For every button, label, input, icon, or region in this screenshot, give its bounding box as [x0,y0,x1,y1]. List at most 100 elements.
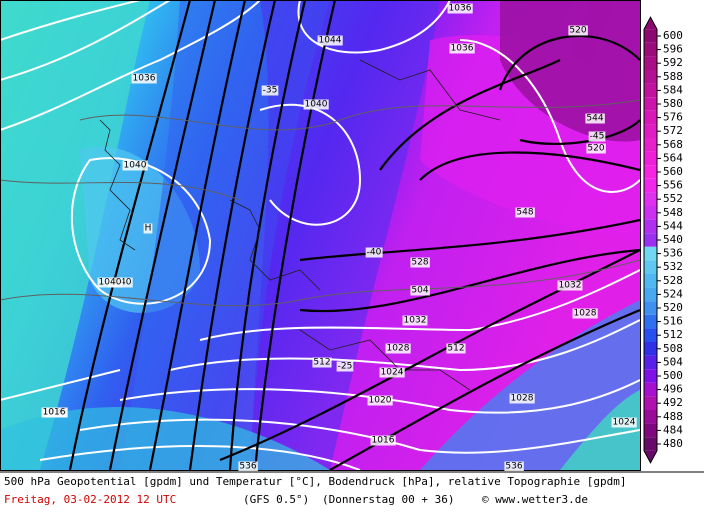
map-label: 1040 [124,161,147,171]
map-label: -40 [367,248,382,258]
colorbar-arrow-top [644,17,657,30]
map-label-bg [143,223,153,234]
map-label-bg [365,247,383,258]
map-label-bg [588,131,606,142]
colorbar-tick-label: 580 [663,97,683,110]
footer-model: (GFS 0.5°) [243,493,309,506]
colorbar-tick-label: 480 [663,437,683,450]
colorbar-tick-label: 536 [663,247,683,260]
colorbar-cell [644,246,657,261]
map-label: 1040 [305,100,328,110]
colorbar-cell [644,219,657,234]
map-label-bg [122,160,148,171]
colorbar-tick-label: 528 [663,274,683,287]
colorbar-tick-label: 520 [663,301,683,314]
colorbar-cell [644,110,657,125]
map-label-bg [238,461,258,472]
map-label-bg [585,113,605,124]
footer-run: (Donnerstag 00 + 36) [322,493,454,506]
map-label-bg [586,143,606,154]
colorbar-cell [644,342,657,356]
footer-date: Freitag, 03-02-2012 12 UTC [4,493,176,506]
colorbar-tick-label: 484 [663,423,683,436]
colorbar-cell [644,124,657,138]
colorbar-tick-label: 600 [663,29,683,42]
colorbar-tick-label: 488 [663,410,683,423]
colorbar-cell [644,274,657,288]
colorbar-cell [644,138,657,152]
map-label: 1028 [574,309,597,319]
colorbar-tick-label: 492 [663,396,683,409]
map-label-bg [131,73,157,84]
map-label-bg [97,277,123,288]
map-label: 520 [569,26,586,36]
map-label: 1036 [449,4,472,14]
colorbar-tick-label: 516 [663,315,683,328]
colorbar-frame [643,16,658,464]
colorbar-arrow-bottom [644,450,657,463]
map-label: 504 [411,286,428,296]
map-label: 1040 [99,278,122,288]
map-label: 512 [313,358,330,368]
map-label-bg [367,395,393,406]
map-label-bg [504,461,524,472]
colorbar: 6005965925885845805765725685645605565525… [643,16,683,464]
map-label-bg [303,99,329,110]
colorbar-tick-label: 548 [663,206,683,219]
map-label-bg [261,85,279,96]
map-frame [0,0,641,471]
map-label: 548 [516,208,533,218]
colorbar-cell [644,29,657,43]
colorbar-tick-label: 572 [663,124,683,137]
colorbar-cell [644,396,657,410]
colorbar-tick-label: 560 [663,165,683,178]
map-label: 536 [239,462,256,472]
colorbar-cell [644,178,657,193]
colorbar-tick-label: 504 [663,355,683,368]
footer-credit: © www.wetter3.de [482,493,588,506]
colorbar-cell [644,423,657,438]
colorbar-tick-label: 592 [663,56,683,69]
map-label-bg [515,207,535,218]
colorbar-cell [644,97,657,111]
map-label: 1024 [381,368,404,378]
colorbar-tick-label: 532 [663,260,683,273]
colorbar-cell [644,206,657,220]
map-label-bg [447,3,473,14]
map-label: -25 [338,362,353,372]
colorbar-cell [644,287,657,302]
colorbar-cell [644,151,657,166]
map-label-bg [410,257,430,268]
map-label-bg [385,343,411,354]
map-area [0,0,640,470]
map-label: H [145,224,152,234]
map-label-bg [410,285,430,296]
map-label-bg [611,417,637,428]
colorbar-tick-label: 576 [663,111,683,124]
colorbar-tick-label: 568 [663,138,683,151]
colorbar-cell [644,165,657,179]
map-label-bg [317,35,343,46]
colorbar-cell [644,369,657,383]
colorbar-cell [644,83,657,98]
colorbar-cell [644,260,657,274]
colorbar-cell [644,192,657,206]
colorbar-tick-label: 552 [663,192,683,205]
colorbar-cell [644,42,657,57]
colorbar-tick-label: 508 [663,342,683,355]
map-label: -45 [590,132,605,142]
map-label-bg [312,357,332,368]
map-label: 1024 [613,418,636,428]
colorbar-tick-label: 544 [663,219,683,232]
colorbar-tick-label: 596 [663,43,683,56]
map-label: 1044 [319,36,342,46]
map-label: 1036 [133,74,156,84]
map-label-bg [41,407,67,418]
map-label: 1016 [372,436,395,446]
colorbar-tick-label: 512 [663,328,683,341]
colorbar-cell [644,56,657,70]
colorbar-cell [644,70,657,84]
map-labels: 1044104010361036104010361040104010361032… [41,3,637,472]
map-label-bg [509,393,535,404]
